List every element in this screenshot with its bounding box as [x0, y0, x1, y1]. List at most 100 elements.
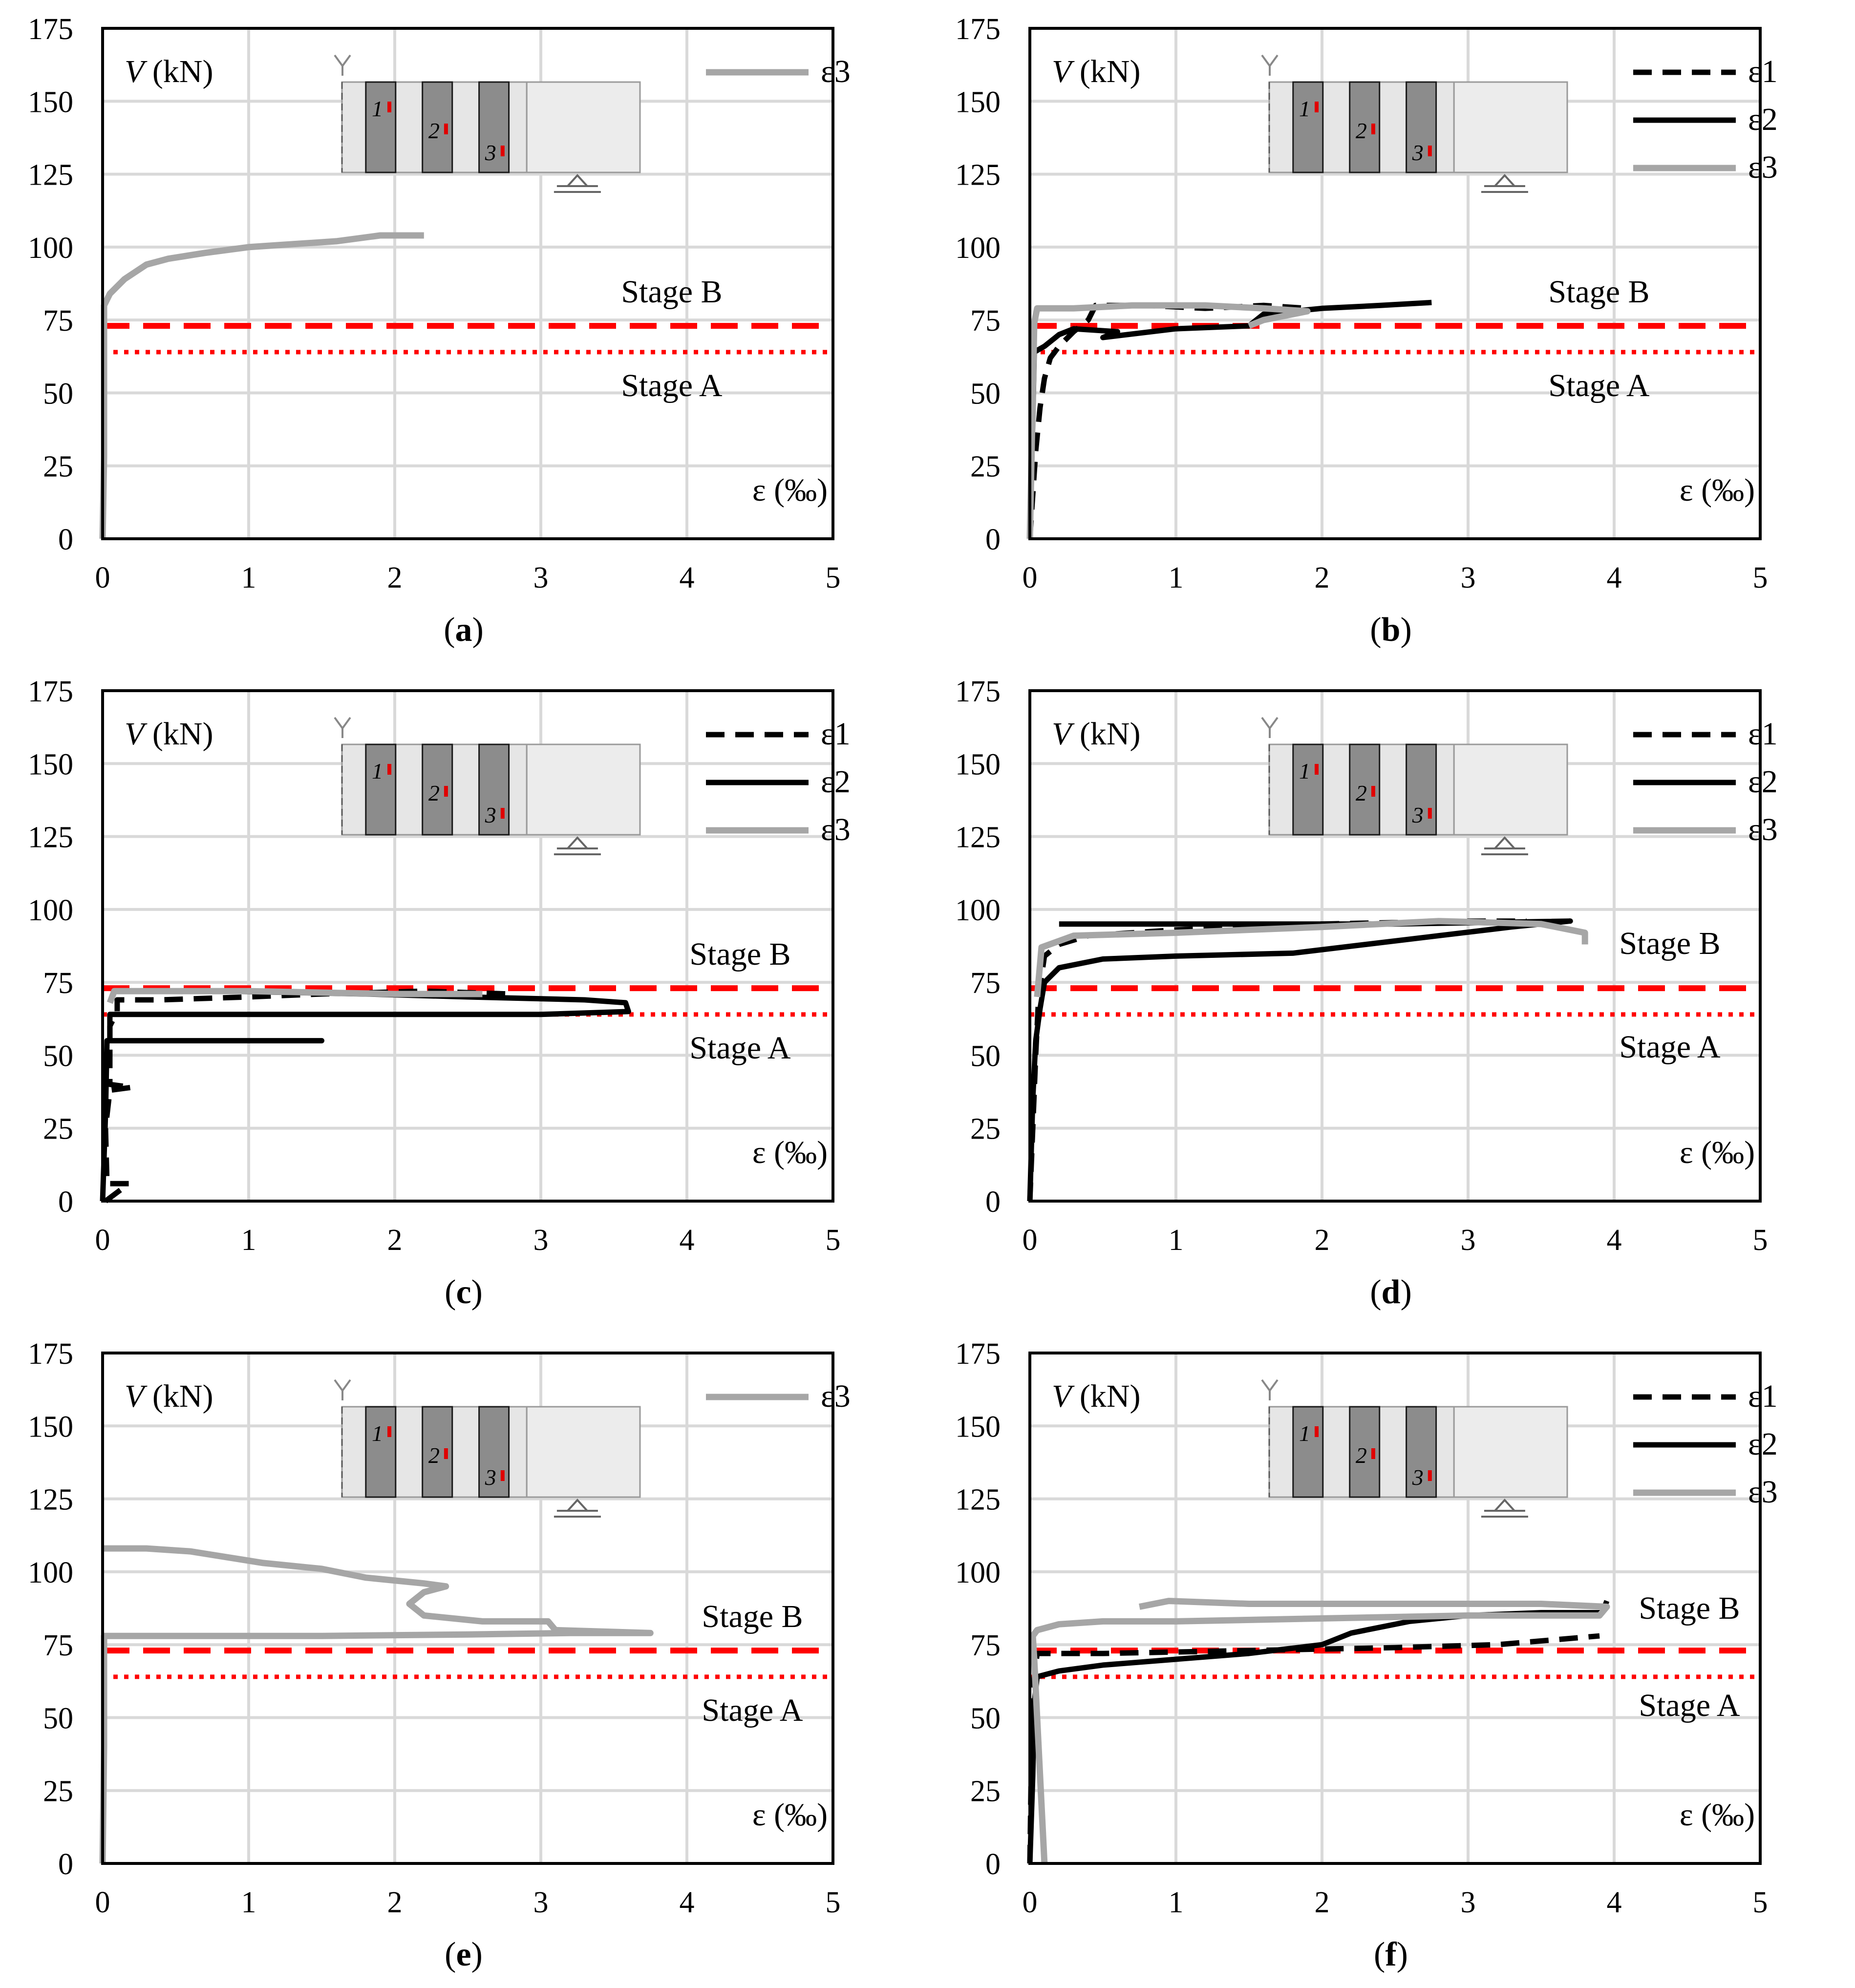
y-tick-label: 125	[955, 1483, 1001, 1517]
strain-gauge-label: 1	[372, 1421, 383, 1446]
y-tick-label: 175	[28, 1337, 73, 1371]
series-line-ε1	[103, 988, 512, 1204]
support-icon	[1481, 836, 1528, 855]
legend: ε3	[706, 54, 851, 89]
strain-gauge-icon	[1428, 808, 1432, 819]
strain-gauge-label: 2	[1356, 781, 1367, 805]
strain-gauge-icon	[1428, 146, 1432, 156]
panel-caption: (e)	[445, 1936, 483, 1973]
strain-gauge-icon	[500, 808, 505, 819]
load-point-icon	[334, 717, 351, 738]
strain-gauge-icon	[500, 1470, 505, 1481]
chart-panel-c: 0 25 50 75 100 125 150 175 0 1 2 3 4 5 V (kN) ε (‰) Stag…	[0, 662, 927, 1325]
y-tick-label: 100	[28, 232, 73, 265]
strain-gauge-label: 2	[428, 781, 440, 805]
stage-a-label: Stage A	[621, 368, 722, 403]
beam-schematic-inset: 1 2 3	[1261, 717, 1568, 855]
x-tick-label: 3	[1461, 1224, 1476, 1257]
y-tick-label: 150	[955, 1410, 1001, 1443]
strain-gauge-icon	[387, 102, 391, 112]
series-line-ε1	[1027, 1633, 1600, 1864]
series-line-ε3	[107, 988, 483, 1004]
plot-frame	[1028, 689, 1762, 1203]
cfrp-strip	[422, 81, 453, 173]
x-tick-label: 1	[1169, 1224, 1184, 1257]
beam-schematic-inset: 1 2 3	[334, 54, 641, 193]
y-tick-label: 0	[985, 1848, 1001, 1881]
y-tick-label: 0	[985, 523, 1001, 556]
y-tick-label: 25	[970, 1775, 1001, 1808]
x-tick-label: 0	[95, 561, 110, 594]
y-tick-label: 75	[970, 1629, 1001, 1662]
support-icon	[554, 174, 601, 193]
y-tick-label: 100	[955, 894, 1001, 927]
strain-gauge-icon	[500, 146, 505, 156]
y-tick-label: 0	[985, 1185, 1001, 1219]
x-tick-label: 1	[241, 1886, 256, 1919]
y-tick-label: 125	[28, 1483, 73, 1517]
y-tick-label: 25	[970, 1113, 1001, 1146]
x-tick-label: 4	[680, 561, 695, 594]
strain-gauge-label: 3	[485, 1465, 496, 1490]
cfrp-strip	[1292, 81, 1324, 173]
strain-gauge-icon	[387, 1426, 391, 1437]
plot-frame	[1028, 1352, 1762, 1865]
cfrp-strip	[1406, 743, 1437, 836]
x-tick-label: 3	[533, 561, 549, 594]
load-point-icon	[1261, 717, 1279, 738]
x-tick-label: 5	[826, 561, 841, 594]
y-tick-label: 25	[970, 450, 1001, 484]
x-tick-label: 0	[1023, 561, 1038, 594]
strain-gauge-label: 1	[1299, 759, 1310, 783]
y-tick-label: 50	[43, 1039, 73, 1073]
y-axis-label: V (kN)	[125, 54, 213, 89]
panel-caption-letter: d	[1381, 1273, 1401, 1311]
y-axis-label: V (kN)	[1052, 54, 1140, 89]
legend-label: ε3	[1748, 812, 1778, 847]
y-tick-label: 100	[28, 1556, 73, 1589]
strain-gauge-icon	[1371, 1448, 1375, 1459]
x-tick-label: 5	[1753, 1886, 1768, 1919]
series-line-ε3	[99, 232, 424, 539]
legend-label: ε3	[821, 1378, 851, 1414]
y-axis-label: V (kN)	[1052, 716, 1140, 752]
strain-gauge-label: 3	[1412, 803, 1424, 827]
y-tick-label: 75	[43, 967, 73, 1000]
y-tick-label: 50	[970, 377, 1001, 410]
legend-label: ε1	[821, 716, 851, 752]
strain-gauge-icon	[1371, 124, 1375, 134]
legend-label: ε3	[821, 54, 851, 89]
chart-panel-e: 0 25 50 75 100 125 150 175 0 1 2 3 4 5 V (kN) ε (‰) Stag…	[0, 1325, 927, 1987]
panel-caption: (b)	[1370, 611, 1412, 649]
y-tick-label: 125	[955, 821, 1001, 854]
x-tick-label: 4	[680, 1886, 695, 1919]
y-tick-label: 50	[43, 1702, 73, 1735]
beam-end-zone	[1453, 81, 1568, 173]
panel-caption-letter: e	[456, 1936, 471, 1973]
strain-gauge-icon	[444, 1448, 448, 1459]
y-tick-label: 150	[955, 748, 1001, 781]
stage-b-label: Stage B	[689, 936, 790, 972]
y-tick-label: 150	[28, 85, 73, 119]
x-tick-label: 0	[1023, 1224, 1038, 1257]
chart-svg-a: 0 25 50 75 100 125 150 175 0 1 2 3 4 5 V (kN) ε (‰) Stag…	[28, 13, 851, 594]
support-icon	[1481, 1499, 1528, 1518]
y-tick-label: 125	[955, 159, 1001, 192]
stage-a-label: Stage A	[1548, 368, 1649, 403]
x-tick-label: 1	[1169, 561, 1184, 594]
legend: ε3	[706, 1378, 851, 1414]
chart-svg-b: 0 25 50 75 100 125 150 175 0 1 2 3 4 5 V (kN) ε (‰) Stag…	[955, 13, 1778, 594]
stage-a-label: Stage A	[1639, 1688, 1740, 1723]
load-point-icon	[1261, 54, 1279, 76]
y-tick-label: 50	[970, 1702, 1001, 1735]
strain-gauge-icon	[1315, 1426, 1319, 1437]
y-tick-label: 150	[28, 748, 73, 781]
y-tick-label: 100	[955, 232, 1001, 265]
series-line-ε3	[1034, 918, 1588, 997]
stage-b-label: Stage B	[1619, 926, 1720, 961]
legend-label: ε3	[1748, 149, 1778, 185]
strain-gauge-label: 1	[372, 96, 383, 121]
panel-caption-letter: a	[455, 611, 472, 649]
y-tick-label: 50	[43, 377, 73, 410]
x-axis-label: ε (‰)	[752, 1797, 828, 1833]
